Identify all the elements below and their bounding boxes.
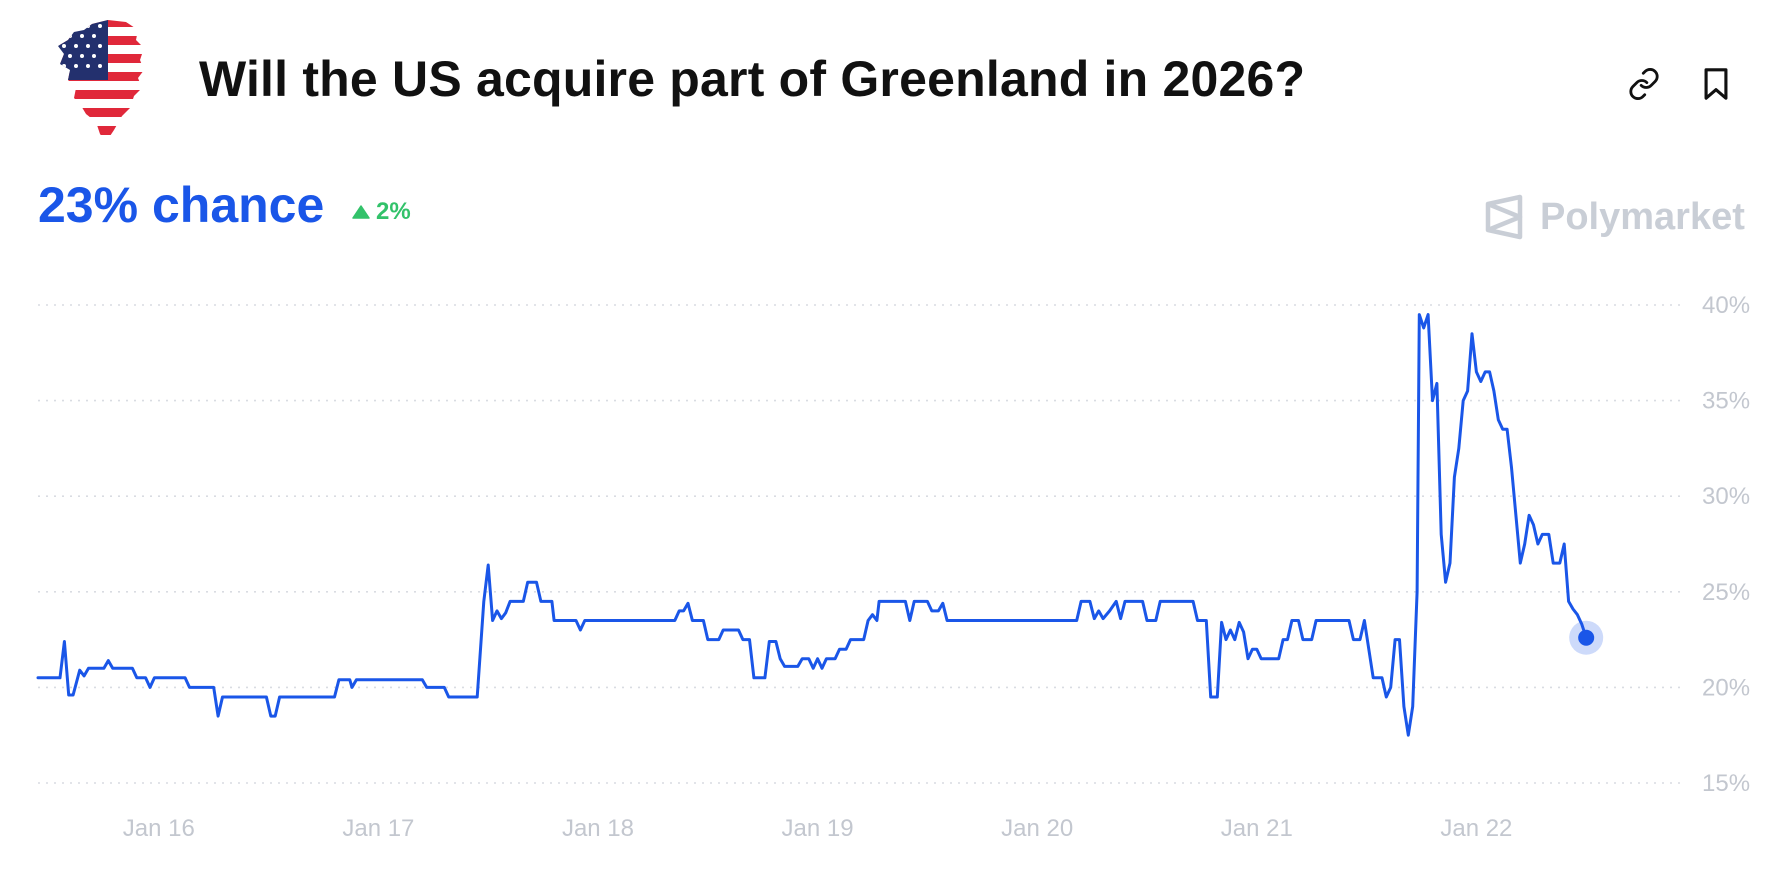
brand: Polymarket: [1484, 194, 1745, 240]
x-tick-label: Jan 20: [1001, 815, 1073, 842]
copy-link-button[interactable]: [1622, 62, 1666, 106]
price-chart: 40% 35% 30% 25% 20% 15% Jan 16 Jan 17 Jan 18 Jan…: [36, 292, 1750, 842]
polymarket-logo-icon: [1485, 194, 1523, 240]
x-tick-label: Jan 21: [1221, 815, 1293, 842]
y-tick-label: 35%: [1702, 388, 1750, 415]
chance-value: 23% chance: [38, 177, 325, 233]
y-tick-label: 20%: [1702, 674, 1750, 701]
x-tick-label: Jan 22: [1440, 815, 1512, 842]
y-tick-label: 30%: [1702, 483, 1750, 510]
end-marker: [1578, 629, 1595, 646]
y-tick-label: 15%: [1702, 770, 1750, 797]
x-tick-label: Jan 19: [782, 815, 854, 842]
change-badge: 2%: [352, 198, 411, 226]
link-icon: [1629, 68, 1659, 100]
y-tick-label: 40%: [1702, 292, 1750, 319]
change-value: 2%: [376, 198, 411, 225]
bookmark-icon: [1704, 68, 1728, 100]
page-title: Will the US acquire part of Greenland in…: [199, 51, 1306, 107]
y-tick-label: 25%: [1702, 579, 1750, 606]
triangle-up-icon: [352, 205, 370, 219]
x-tick-label: Jan 17: [342, 815, 414, 842]
greenland-us-flag-icon: [58, 20, 144, 142]
bookmark-button[interactable]: [1694, 62, 1738, 106]
x-tick-label: Jan 16: [123, 815, 195, 842]
series-line: [36, 313, 1588, 737]
brand-name: Polymarket: [1540, 195, 1745, 238]
x-tick-label: Jan 18: [562, 815, 634, 842]
